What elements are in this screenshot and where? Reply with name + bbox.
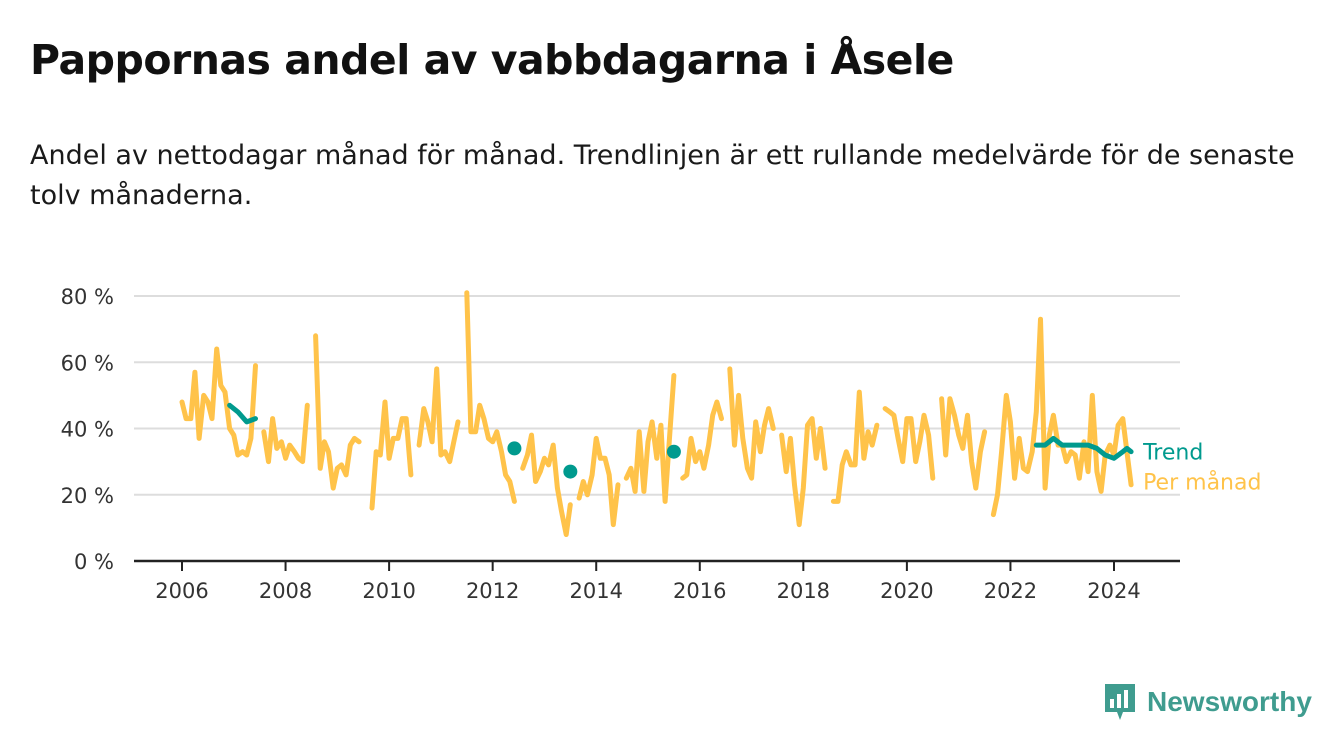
series-line-segment <box>416 366 461 465</box>
brand-logo: Newsworthy <box>1103 682 1312 722</box>
x-tick-label: 2024 <box>1087 579 1140 603</box>
series-line-segment <box>680 399 724 481</box>
series-point <box>666 444 681 459</box>
x-tick-label: 2018 <box>777 579 830 603</box>
series-line-segment <box>464 290 517 504</box>
x-tick-label: 2008 <box>259 579 312 603</box>
grid-lines <box>134 295 1180 496</box>
series-point <box>563 464 578 479</box>
series-trend <box>227 402 1134 479</box>
series-line-segment <box>313 333 362 491</box>
x-tick-label: 2006 <box>155 579 208 603</box>
x-tick-label: 2020 <box>880 579 933 603</box>
series-line-segment <box>727 366 776 481</box>
y-tick-label: 40 % <box>61 418 114 442</box>
page-subtitle: Andel av nettodagar månad för månad. Tre… <box>30 140 1295 211</box>
series-line-segment <box>576 435 621 528</box>
x-tick-label: 2010 <box>362 579 415 603</box>
series-point <box>507 441 522 456</box>
y-axis-ticks: 0 % 20 % 40 % 60 % 80 % <box>61 285 114 574</box>
x-tick-label: 2016 <box>673 579 726 603</box>
brand-name: Newsworthy <box>1147 686 1312 717</box>
series-line-segment <box>623 373 677 504</box>
series-line-segment <box>520 432 573 537</box>
series-line-segment <box>830 389 880 504</box>
series-line-segment <box>882 406 936 481</box>
series-line-segment <box>939 396 988 491</box>
series-line-segment <box>179 346 258 458</box>
series-line-segment <box>1033 435 1134 461</box>
newsworthy-logo-icon <box>1105 684 1135 720</box>
y-tick-label: 80 % <box>61 285 114 309</box>
series-line-segment <box>261 402 310 465</box>
x-axis-ticks: 2006 2008 2010 2012 2014 2016 2018 2020 2022 2024 <box>155 561 1141 603</box>
series-line-segment <box>990 316 1134 518</box>
x-tick-label: 2012 <box>466 579 519 603</box>
page-title: Pappornas andel av vabbdagarna i Åsele <box>30 36 954 84</box>
y-tick-label: 0 % <box>74 550 114 574</box>
x-tick-label: 2014 <box>569 579 622 603</box>
y-tick-label: 20 % <box>61 484 114 508</box>
legend-per-manad: Per månad <box>1143 470 1261 496</box>
series-line-segment <box>227 402 258 425</box>
x-tick-label: 2022 <box>984 579 1037 603</box>
series-per-manad <box>179 290 1134 537</box>
y-tick-label: 60 % <box>61 351 114 375</box>
series-line-segment <box>369 399 414 511</box>
series-line-segment <box>779 416 828 528</box>
legend-trend: Trend <box>1142 441 1203 466</box>
